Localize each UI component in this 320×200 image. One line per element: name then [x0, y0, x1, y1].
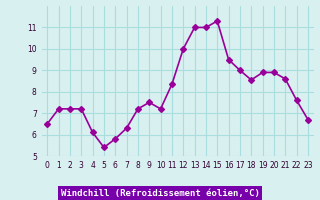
Text: Windchill (Refroidissement éolien,°C): Windchill (Refroidissement éolien,°C)	[60, 189, 260, 198]
